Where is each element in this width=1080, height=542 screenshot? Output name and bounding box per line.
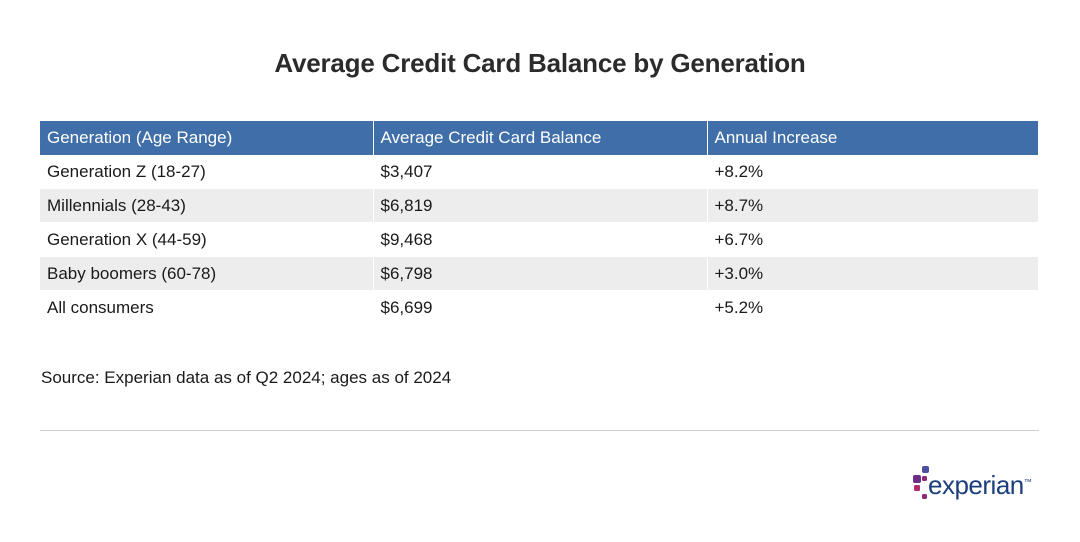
chart-title: Average Credit Card Balance by Generatio…: [274, 48, 806, 78]
column-header: Annual Increase: [707, 121, 1038, 155]
generation-cell: Millennials (28-43): [40, 188, 374, 223]
table-row: Generation X (44-59) $9,468 +6.7%: [40, 222, 1038, 257]
experian-logo: experian™: [910, 464, 1040, 508]
generation-cell: Baby boomers (60-78): [40, 256, 374, 291]
table-row: Generation Z (18-27) $3,407 +8.2%: [40, 155, 1038, 189]
table-row: Baby boomers (60-78) $6,798 +3.0%: [40, 256, 1038, 291]
balance-cell: $6,798: [373, 256, 708, 291]
column-header: Generation (Age Range): [40, 121, 374, 155]
increase-cell: +6.7%: [707, 222, 1038, 257]
generation-cell: Generation X (44-59): [40, 222, 374, 257]
table-row: All consumers $6,699 +5.2%: [40, 290, 1038, 325]
increase-cell: +3.0%: [707, 256, 1038, 291]
increase-cell: +5.2%: [707, 290, 1038, 325]
balance-cell: $3,407: [373, 155, 708, 189]
increase-cell: +8.2%: [707, 155, 1038, 189]
balance-cell: $6,699: [373, 290, 708, 325]
column-header: Average Credit Card Balance: [373, 121, 708, 155]
source-note: Source: Experian data as of Q2 2024; age…: [41, 368, 452, 387]
logo-wordmark: experian™: [928, 470, 1032, 500]
table-header-row: Generation (Age Range) Average Credit Ca…: [40, 121, 1038, 155]
generation-cell: All consumers: [40, 290, 374, 325]
divider: [40, 430, 1039, 431]
balance-cell: $6,819: [373, 188, 708, 223]
table-row: Millennials (28-43) $6,819 +8.7%: [40, 188, 1038, 223]
balance-cell: $9,468: [373, 222, 708, 257]
balance-table: Generation (Age Range) Average Credit Ca…: [40, 121, 1038, 325]
generation-cell: Generation Z (18-27): [40, 155, 374, 189]
increase-cell: +8.7%: [707, 188, 1038, 223]
logo-dots-icon: [913, 466, 929, 499]
